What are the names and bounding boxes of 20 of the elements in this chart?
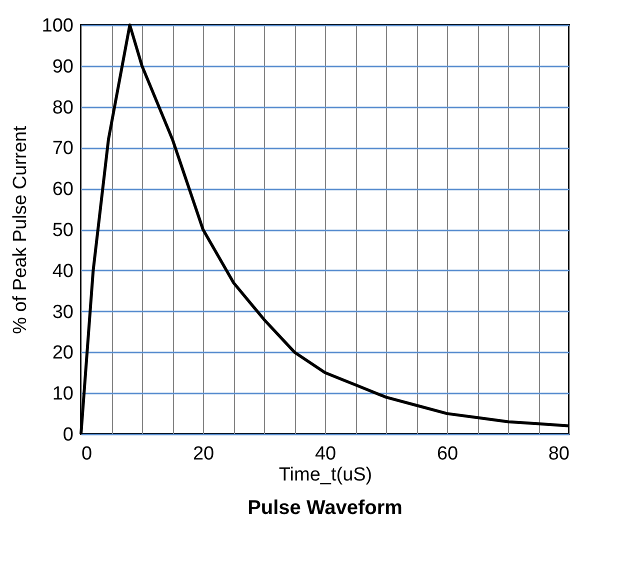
text: Pulse Waveform [248,497,402,519]
y-tick-label: 80 [52,97,74,118]
y-tick-label: 20 [52,342,74,364]
y-axis-title: % of Peak Pulse Current [10,125,31,334]
y-tick-label: 60 [52,179,74,200]
line-series [80,24,570,436]
y-tick-label: 90 [52,56,74,78]
x-tick-label: 80 [548,444,570,464]
y-tick-label: 0 [62,424,74,446]
y-tick-label: 10 [52,384,74,405]
y-tick-label: 50 [52,220,74,241]
x-tick-label: 60 [436,444,458,464]
y-tick-label: 70 [52,138,74,160]
x-tick-label: 0 [82,444,92,464]
x-axis-title: Time_t(uS) [278,464,372,486]
x-tick-label: 20 [192,444,214,464]
y-tick-label: 30 [52,302,74,323]
y-tick-label: 40 [52,260,74,282]
y-tick-label: 100 [42,16,74,36]
x-tick-label: 40 [314,444,336,464]
